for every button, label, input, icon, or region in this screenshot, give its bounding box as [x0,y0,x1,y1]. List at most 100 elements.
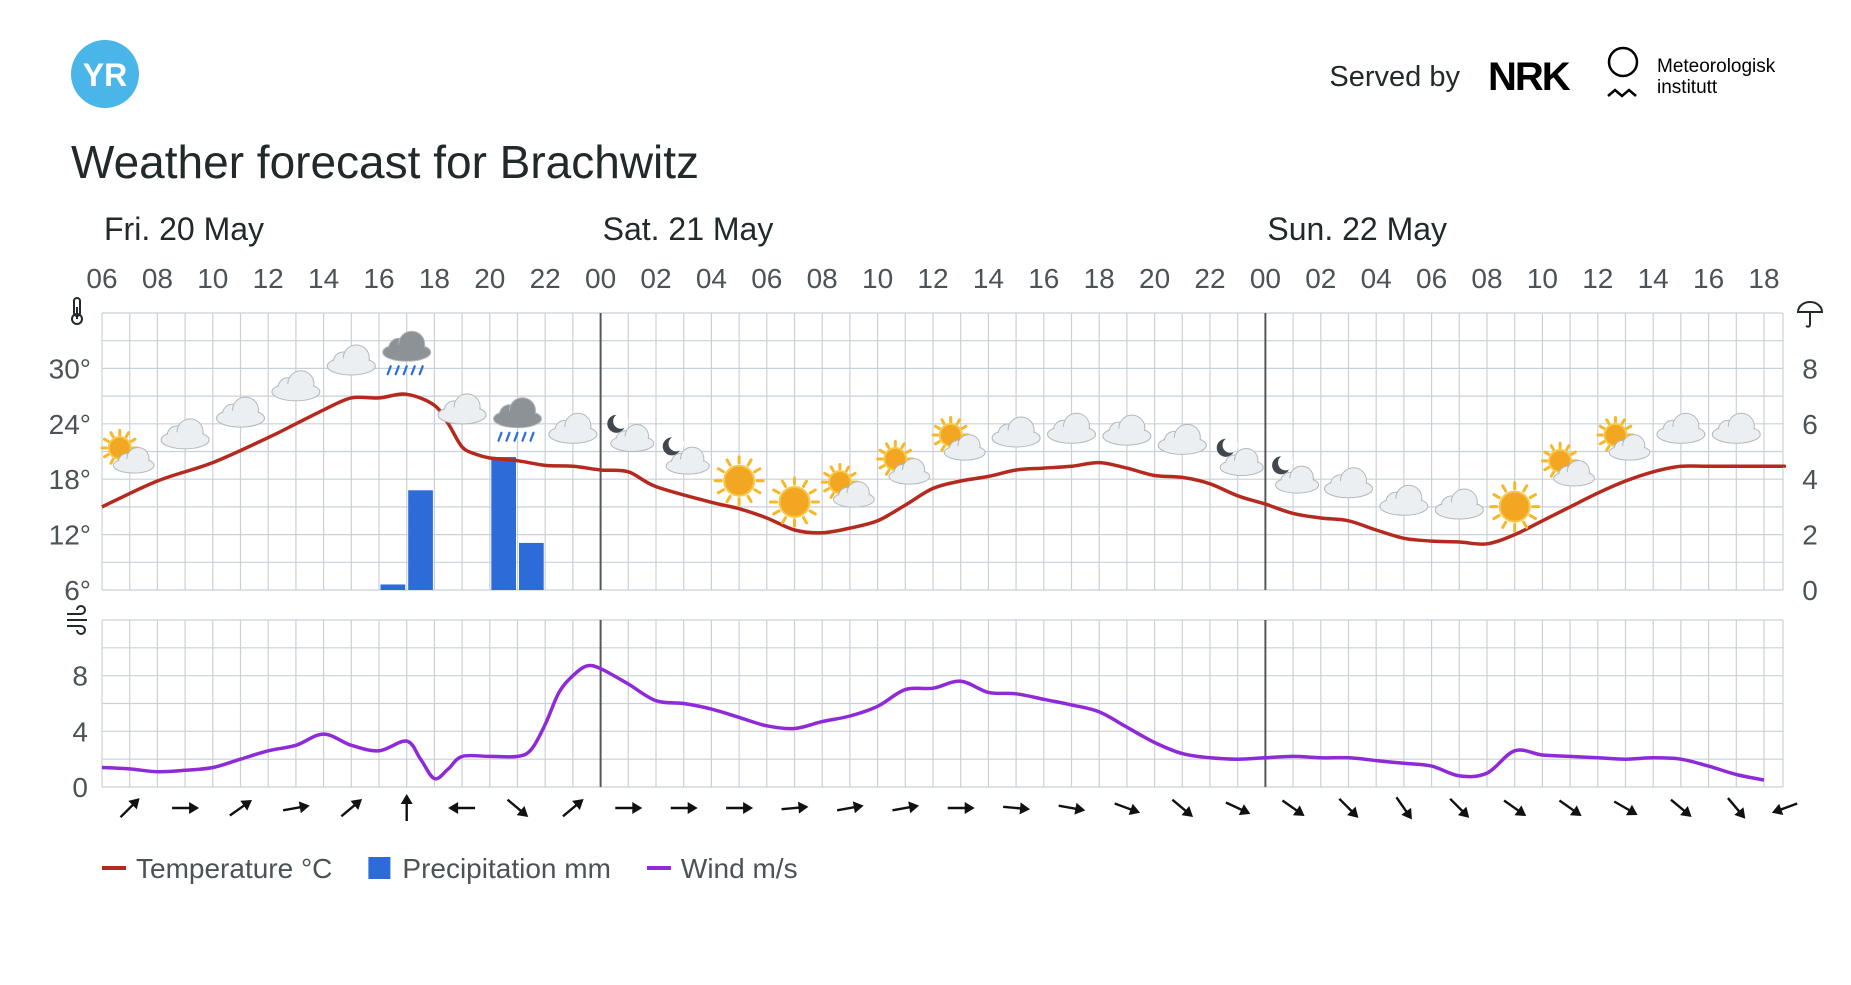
wind-direction-arrow [836,801,864,814]
yr-logo-circle [71,40,139,108]
served-by-label: Served by [1329,61,1460,93]
yr-logo[interactable]: YR [71,40,139,108]
met-logo-circle [1607,46,1639,78]
hour-tick-label: 08 [807,263,838,294]
cloudy-icon [1102,414,1152,446]
partly-cloudy-day-icon [1541,441,1595,487]
legend: Temperature °C Precipitation mm Wind m/s [102,853,798,884]
moon-shape [607,413,629,433]
legend-label: Temperature °C [136,853,332,884]
hour-tick-label: 16 [1693,263,1724,294]
sun-icon [769,476,820,528]
nrk-logo[interactable]: NRK [1488,55,1573,99]
cloudy-icon [1324,467,1373,499]
cloudy-icon [160,418,210,450]
wind-tick-label: 0 [72,772,88,803]
hour-tick-label: 10 [197,263,228,294]
hour-tick-label: 22 [530,263,561,294]
page-title: Weather forecast for Brachwitz [71,136,699,188]
precipitation-tick-label: 8 [1802,353,1818,384]
cloud-shape [160,418,210,450]
hour-tick-label: 08 [1471,263,1502,294]
temperature-axis: 6° 12° 18° 24° 30° [49,353,91,606]
cloud-shape [1656,412,1706,444]
cloudy-icon [271,370,321,402]
temperature-tick-label: 18° [49,464,91,495]
partly-cloudy-night-icon [662,436,710,475]
cloud-shape [1324,467,1373,499]
wind-direction-arrow [892,801,920,814]
cloud-shape [216,396,265,428]
met-logo-line2: institutt [1657,77,1718,98]
moon-shape [662,436,684,456]
thermometer-icon [71,297,83,325]
partly-cloudy-day-icon [876,439,931,485]
hour-tick-label: 18 [1748,263,1779,294]
umbrella-icon [1796,301,1824,328]
hour-tick-label: 04 [696,263,727,294]
precipitation-bar [519,542,544,590]
cloudy-icon [437,393,487,425]
wind-tick-label: 8 [72,661,88,692]
precipitation-bar [408,490,433,590]
cloudy-icon [1379,484,1429,516]
sun-icon [713,455,765,507]
met-institute-logo[interactable]: Meteorologisk institutt [1607,46,1776,98]
hour-tick-label: 16 [363,263,394,294]
cloud-shape [437,393,487,425]
wind-direction-arrow [1114,802,1141,816]
cloudy-icon [326,344,376,376]
sun-icon [1489,481,1541,533]
rain-icon [493,397,542,442]
moon-shape [1272,455,1294,475]
wind-direction-arrow [781,801,809,814]
hour-tick-label: 02 [1305,263,1336,294]
wind-direction-arrow [172,802,200,814]
day-label: Sun. 22 May [1267,211,1447,247]
hour-tick-label: 10 [1527,263,1558,294]
wind-line [101,663,1765,782]
wind-direction-arrow [1003,802,1031,815]
cloudy-icon [1047,412,1096,444]
partly-cloudy-night-icon [1272,455,1320,494]
wind-direction-arrow [340,799,363,818]
hour-tick-label: 08 [142,263,173,294]
wind-direction-arrow [1771,802,1798,816]
wind-axis: 0 4 8 [72,661,88,803]
cloud-shape [326,344,376,376]
wind-direction-arrow [282,801,310,814]
hour-tick-label: 10 [862,263,893,294]
cloud-shape [1434,488,1484,520]
hour-tick-label: 04 [1361,263,1392,294]
wind-series [101,663,1765,782]
partly-cloudy-night-icon [607,413,655,453]
hour-tick-label: 14 [973,263,1004,294]
hour-tick-label: 22 [1194,263,1225,294]
cloud-shape [112,447,155,474]
wind-icon [67,605,87,635]
precipitation-tick-label: 2 [1802,520,1818,551]
wind-direction-arrow [726,802,754,814]
legend-item-precipitation: Precipitation mm [368,853,611,884]
precipitation-bars [380,457,544,590]
cloud-shape [888,458,931,485]
cloudy-icon [1656,412,1706,444]
legend-swatch [368,857,391,879]
hour-tick-label: 12 [1582,263,1613,294]
legend-label: Wind m/s [681,853,798,884]
hour-tick-label: 20 [474,263,505,294]
wind-direction-arrow [1613,800,1638,816]
cloudy-icon [1157,423,1207,455]
wind-direction-arrow [1281,799,1305,817]
cloud-shape [382,330,432,362]
axis-icons [67,297,1824,635]
wind-direction-arrow [1670,798,1692,817]
cloudy-icon [216,396,265,428]
precipitation-axis: 0 2 4 6 8 [1802,353,1818,606]
cloud-shape [1379,484,1429,516]
wind-direction-arrow [1558,799,1582,817]
partly-cloudy-day-icon [931,415,986,461]
partly-cloudy-day-icon [820,463,875,508]
temperature-series [101,392,1787,546]
rain-icon [382,330,432,376]
